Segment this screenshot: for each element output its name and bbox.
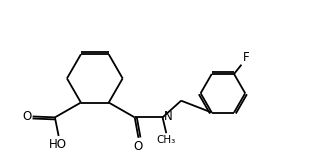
Text: CH₃: CH₃	[157, 135, 176, 145]
Text: N: N	[164, 110, 172, 123]
Text: O: O	[134, 140, 143, 153]
Text: F: F	[242, 51, 249, 64]
Text: HO: HO	[49, 138, 67, 151]
Text: O: O	[23, 110, 32, 123]
